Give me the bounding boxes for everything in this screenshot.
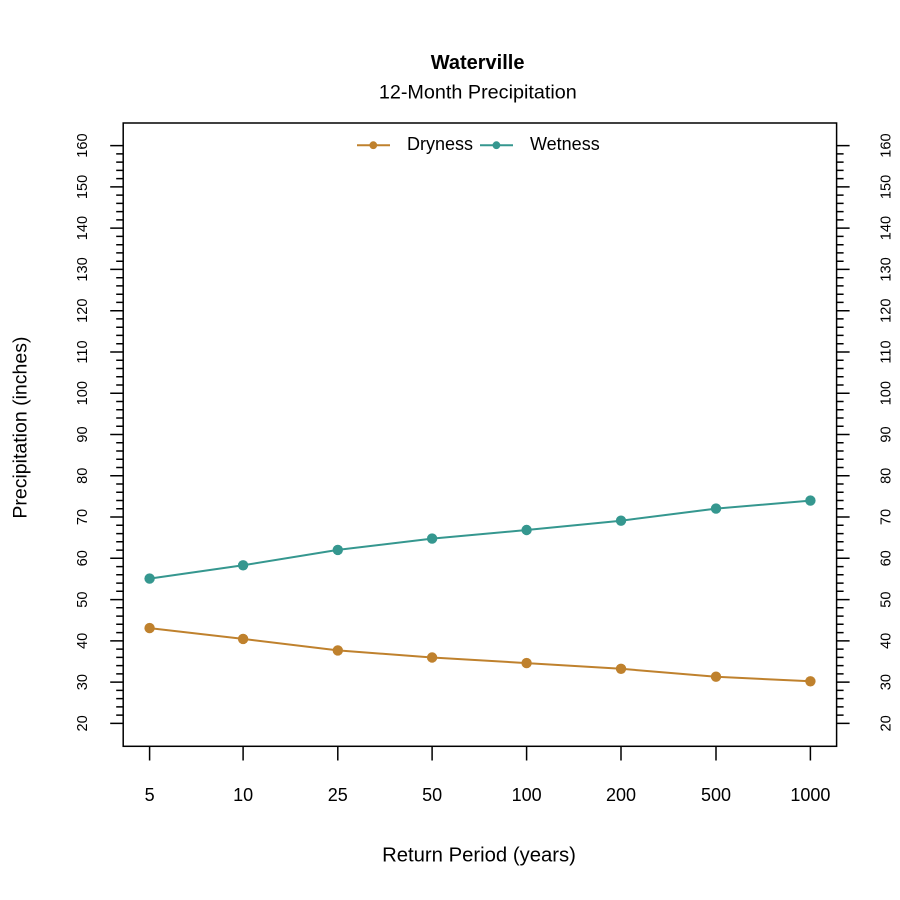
svg-text:Wetness: Wetness xyxy=(530,134,600,154)
svg-text:160: 160 xyxy=(879,133,895,157)
svg-text:160: 160 xyxy=(75,133,91,157)
svg-text:110: 110 xyxy=(75,340,91,363)
svg-text:40: 40 xyxy=(75,633,91,649)
svg-text:150: 150 xyxy=(879,175,895,199)
svg-text:50: 50 xyxy=(422,785,442,805)
svg-text:20: 20 xyxy=(75,715,91,731)
svg-text:110: 110 xyxy=(879,340,895,363)
svg-text:130: 130 xyxy=(75,257,91,281)
svg-text:140: 140 xyxy=(879,216,895,240)
svg-text:25: 25 xyxy=(328,785,348,805)
svg-text:90: 90 xyxy=(879,426,895,442)
svg-text:60: 60 xyxy=(75,550,91,566)
svg-text:500: 500 xyxy=(701,785,731,805)
svg-text:70: 70 xyxy=(879,509,895,525)
svg-text:100: 100 xyxy=(879,381,895,405)
svg-text:Precipitation (inches): Precipitation (inches) xyxy=(10,337,32,519)
svg-text:150: 150 xyxy=(75,175,91,199)
svg-text:Dryness: Dryness xyxy=(407,134,473,154)
svg-text:200: 200 xyxy=(606,785,636,805)
svg-text:50: 50 xyxy=(879,591,895,607)
svg-text:Return Period (years): Return Period (years) xyxy=(382,845,576,867)
svg-text:80: 80 xyxy=(879,468,895,484)
svg-text:20: 20 xyxy=(879,715,895,731)
svg-text:30: 30 xyxy=(879,674,895,690)
svg-text:10: 10 xyxy=(233,785,253,805)
svg-text:1000: 1000 xyxy=(790,785,830,805)
svg-text:100: 100 xyxy=(75,381,91,405)
svg-text:120: 120 xyxy=(75,299,91,323)
svg-text:120: 120 xyxy=(879,299,895,323)
svg-text:12-Month Precipitation: 12-Month Precipitation xyxy=(379,81,577,103)
svg-text:5: 5 xyxy=(145,785,155,805)
svg-text:100: 100 xyxy=(512,785,542,805)
svg-text:40: 40 xyxy=(879,633,895,649)
svg-text:130: 130 xyxy=(879,257,895,281)
svg-text:90: 90 xyxy=(75,426,91,442)
svg-text:60: 60 xyxy=(879,550,895,566)
svg-text:30: 30 xyxy=(75,674,91,690)
svg-text:50: 50 xyxy=(75,591,91,607)
svg-text:140: 140 xyxy=(75,216,91,240)
svg-text:80: 80 xyxy=(75,468,91,484)
svg-text:70: 70 xyxy=(75,509,91,525)
svg-text:Waterville: Waterville xyxy=(431,52,525,74)
